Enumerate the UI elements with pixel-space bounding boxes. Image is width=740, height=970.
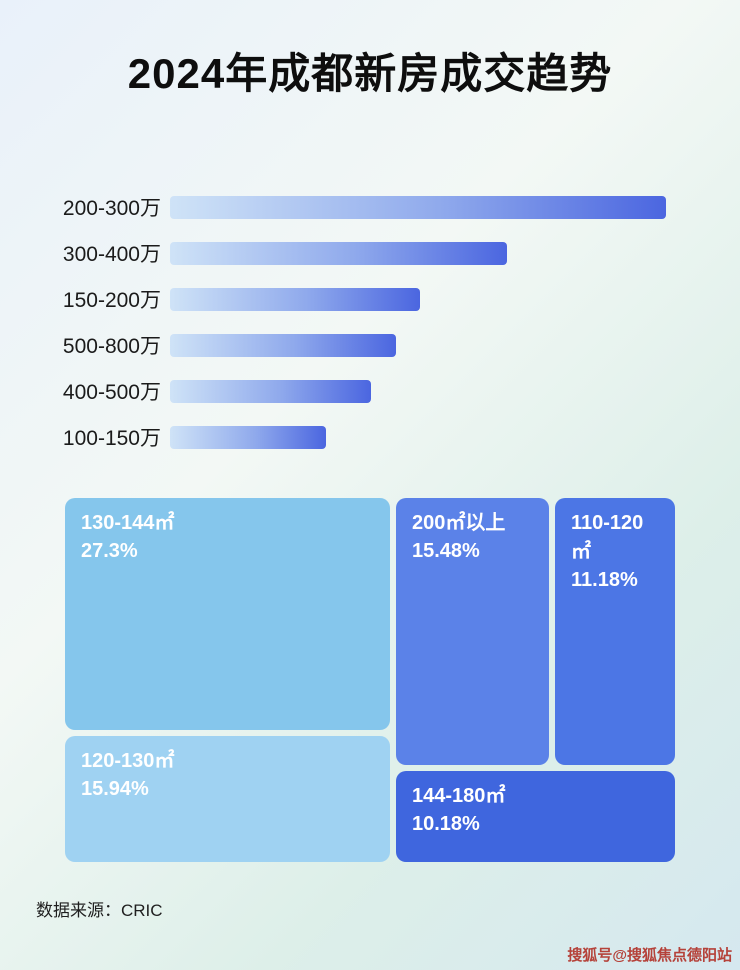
page-title: 2024年成都新房成交趋势 — [127, 50, 613, 97]
bar-track — [170, 333, 666, 357]
bar-track — [170, 287, 666, 311]
bar-track — [170, 425, 666, 449]
treemap-right-top-row: 200㎡以上 15.48% 110-120㎡ 11.18% — [396, 498, 675, 765]
bar-row: 150-200万 — [58, 276, 666, 322]
treemap-block-130-144: 130-144㎡ 27.3% — [65, 498, 390, 730]
price-range-bar-chart: 200-300万 300-400万 150-200万 500-800万 400-… — [58, 184, 666, 460]
treemap-block-value: 10.18% — [412, 813, 480, 835]
bar-fill — [170, 425, 327, 449]
bar-track — [170, 195, 666, 219]
bar-row: 300-400万 — [58, 230, 666, 276]
treemap-block-144-180: 144-180㎡ 10.18% — [396, 771, 675, 862]
treemap-block-value: 15.48% — [412, 540, 480, 562]
bar-track — [170, 379, 666, 403]
bar-fill — [170, 241, 508, 265]
bar-fill — [170, 333, 396, 357]
bar-label: 400-500万 — [62, 381, 161, 404]
bar-label: 300-400万 — [62, 243, 161, 266]
treemap-block-label: 144-180㎡ — [412, 785, 506, 807]
treemap-block-value: 27.3% — [81, 540, 138, 562]
bar-label: 100-150万 — [62, 427, 161, 450]
bar-label: 150-200万 — [62, 289, 161, 312]
bar-row: 200-300万 — [58, 184, 666, 230]
treemap-block-200-plus: 200㎡以上 15.48% — [396, 498, 549, 765]
bar-fill — [170, 195, 666, 219]
bar-fill — [170, 287, 421, 311]
treemap-left-column: 130-144㎡ 27.3% 120-130㎡ 15.94% — [65, 498, 390, 862]
bar-fill — [170, 379, 371, 403]
treemap-block-label: 200㎡以上 — [412, 512, 506, 534]
treemap-block-120-130: 120-130㎡ 15.94% — [65, 736, 390, 862]
treemap-block-label: 120-130㎡ — [81, 750, 175, 772]
treemap-block-label: 110-120㎡ — [571, 512, 644, 563]
bar-track — [170, 241, 666, 265]
bar-label: 200-300万 — [62, 197, 161, 220]
bar-label: 500-800万 — [62, 335, 161, 358]
treemap-right-column: 200㎡以上 15.48% 110-120㎡ 11.18% 144-180㎡ 1… — [396, 498, 675, 862]
bar-row: 400-500万 — [58, 368, 666, 414]
watermark-label: 搜狐号@搜狐焦点德阳站 — [567, 947, 732, 964]
area-treemap: 130-144㎡ 27.3% 120-130㎡ 15.94% 200㎡以上 15… — [65, 498, 675, 862]
bar-row: 100-150万 — [58, 414, 666, 460]
treemap-block-label: 130-144㎡ — [81, 512, 175, 534]
bar-row: 500-800万 — [58, 322, 666, 368]
treemap-block-value: 11.18% — [571, 569, 638, 591]
treemap-block-value: 15.94% — [81, 778, 149, 800]
treemap-block-110-120: 110-120㎡ 11.18% — [555, 498, 675, 765]
data-source-label: 数据来源：CRIC — [36, 901, 163, 920]
